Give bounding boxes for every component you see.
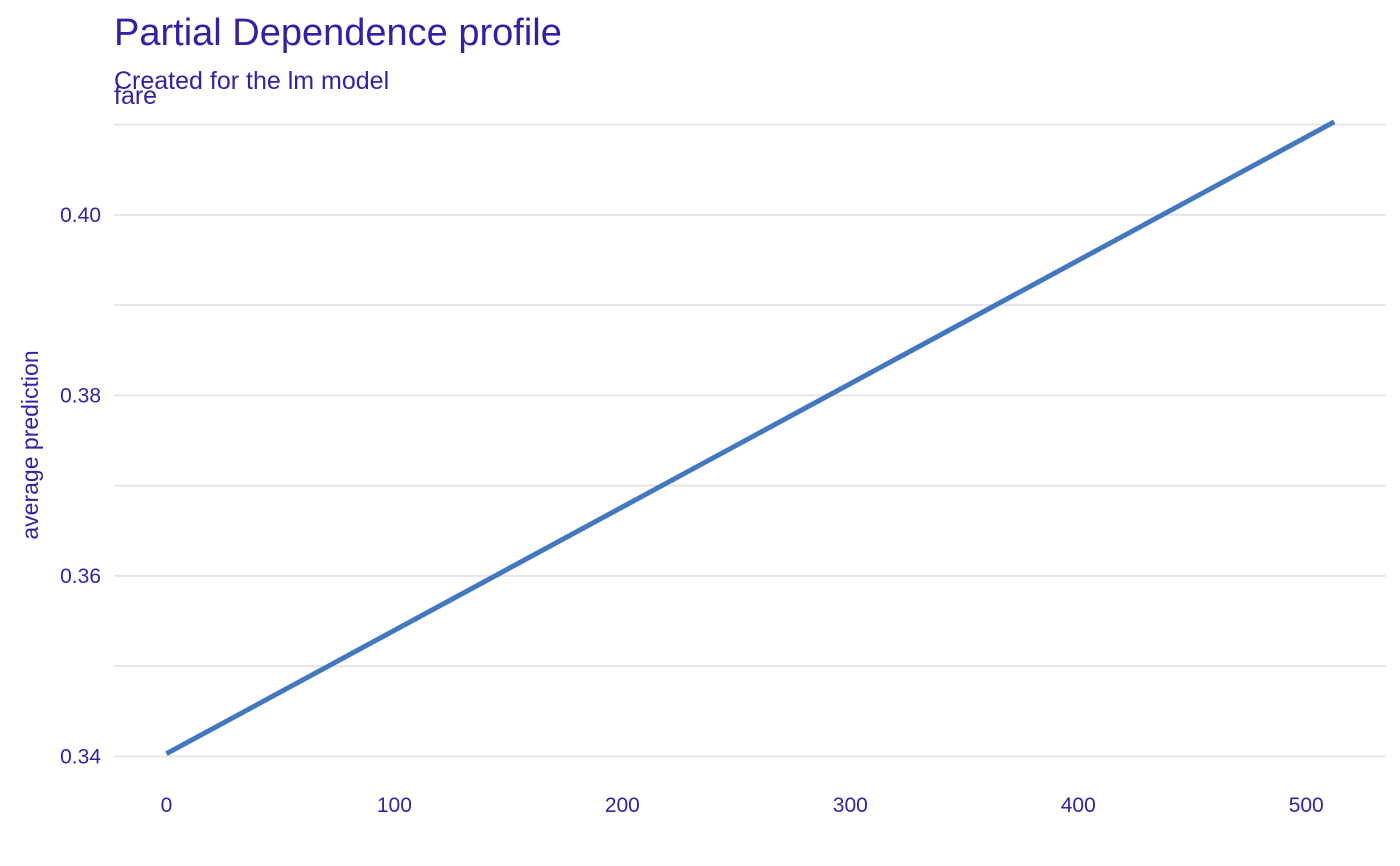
y-tick-label: 0.34 [60, 745, 101, 768]
x-tick-label: 500 [1289, 794, 1324, 817]
x-tick-label: 200 [605, 794, 640, 817]
series-line [165, 119, 1336, 756]
facet-label: fare [114, 82, 158, 110]
x-tick-label: 400 [1061, 794, 1096, 817]
y-tick-label: 0.36 [60, 565, 101, 588]
x-tick-label: 0 [161, 794, 173, 817]
y-tick-label: 0.38 [60, 384, 101, 407]
series-lines [165, 119, 1336, 756]
x-tick-label: 300 [833, 794, 868, 817]
y-tick-label: 0.40 [60, 204, 101, 227]
chart-subtitle: Created for the lm model [114, 67, 390, 95]
x-axis-ticks: 0 100 200 300 400 500 [161, 794, 1324, 817]
y-axis-title: average prediction [17, 350, 43, 539]
x-tick-label: 100 [377, 794, 412, 817]
chart-title: Partial Dependence profile [114, 12, 562, 54]
y-axis-ticks: 0.34 0.36 0.38 0.40 [60, 204, 101, 769]
